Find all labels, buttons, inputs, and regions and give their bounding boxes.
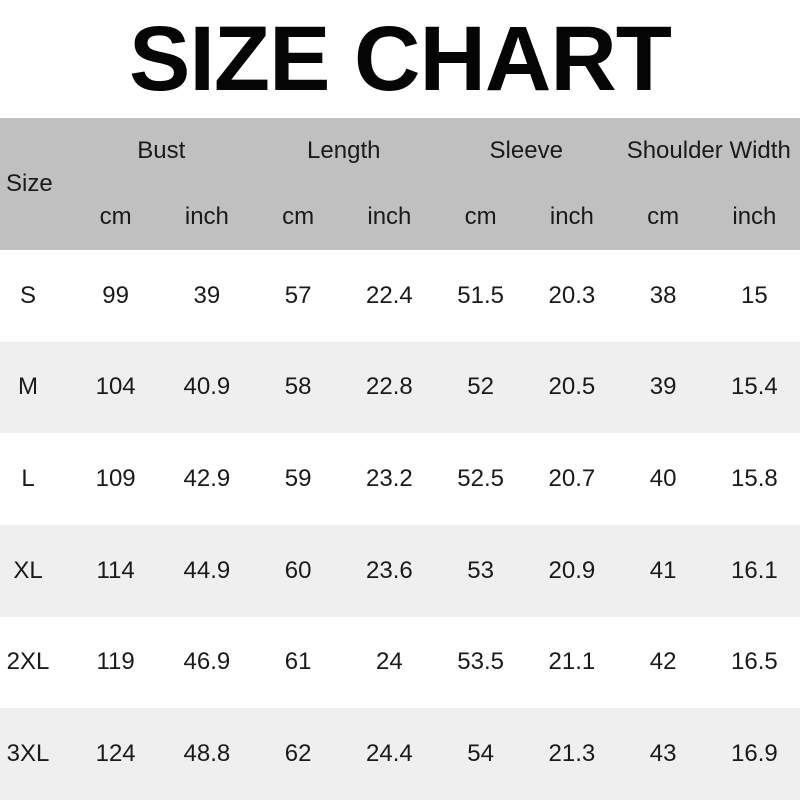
unit-header-shoulder-inch: inch [732, 203, 777, 230]
table-row: 2XL 119 46.9 61 24 53.5 21.1 42 16.5 [0, 616, 800, 709]
unit-header-sleeve-inch: inch [549, 203, 594, 230]
table-row: M 104 40.9 58 22.8 52 20.5 39 15.4 [0, 341, 800, 434]
table-cell-shoulder-cm: 42 [649, 648, 677, 676]
table-cell-shoulder-cm: 39 [649, 373, 677, 401]
table-cell-length-cm: 59 [284, 465, 312, 493]
table-cell-bust-cm: 99 [102, 281, 129, 309]
table-cell-bust-cm: 109 [95, 465, 136, 493]
unit-header-sleeve-cm: cm [464, 203, 497, 230]
table-cell-shoulder-inch: 16.5 [731, 648, 778, 676]
size-row-label: 2XL [6, 648, 50, 676]
column-group-shoulder-width: Shoulder Width [626, 137, 791, 164]
table-row: S 99 39 57 22.4 51.5 20.3 38 15 [0, 250, 800, 342]
table-cell-shoulder-cm: 41 [649, 556, 677, 584]
table-cell-sleeve-inch: 20.3 [548, 281, 596, 309]
table-row: XL 114 44.9 60 23.6 53 20.9 41 16.1 [0, 524, 800, 617]
table-cell-bust-cm: 124 [95, 740, 136, 768]
table-header: Size Bust Length Sleeve Shoulder Width c… [0, 118, 800, 250]
table-cell-bust-inch: 44.9 [183, 556, 231, 584]
table-cell-shoulder-inch: 16.9 [731, 740, 778, 768]
table-cell-shoulder-cm: 40 [649, 465, 677, 493]
table-cell-length-inch: 22.8 [366, 373, 413, 401]
unit-header-bust-inch: inch [184, 203, 229, 230]
size-row-label: 3XL [6, 740, 50, 768]
table-cell-bust-inch: 46.9 [183, 648, 231, 676]
table-cell-shoulder-cm: 43 [649, 740, 677, 768]
table-cell-length-inch: 23.2 [366, 465, 413, 493]
table-cell-length-cm: 61 [284, 648, 312, 676]
size-column-header: Size [6, 170, 53, 197]
table-cell-bust-cm: 104 [95, 373, 136, 401]
size-row-label: S [19, 281, 36, 309]
table-row: 3XL 124 48.8 62 24.4 54 21.3 43 16.9 [0, 708, 800, 800]
table-cell-sleeve-cm: 53 [467, 556, 494, 584]
table-cell-bust-cm: 114 [96, 556, 135, 584]
table-cell-length-inch: 24 [376, 648, 403, 676]
table-cell-bust-inch: 48.8 [183, 740, 231, 768]
table-cell-bust-cm: 119 [96, 648, 135, 676]
table-cell-length-inch: 22.4 [366, 281, 413, 309]
table-cell-sleeve-cm: 53.5 [457, 648, 504, 676]
table-cell-sleeve-cm: 52 [467, 373, 494, 401]
table-cell-bust-inch: 40.9 [183, 373, 231, 401]
size-row-label: L [21, 465, 35, 493]
table-cell-sleeve-cm: 52.5 [457, 465, 504, 493]
table-cell-shoulder-inch: 15.4 [731, 373, 778, 401]
table-cell-sleeve-inch: 21.3 [548, 740, 596, 768]
size-row-label: M [18, 373, 38, 401]
table-cell-shoulder-inch: 15 [741, 281, 768, 309]
table-cell-sleeve-inch: 21.1 [548, 648, 596, 676]
table-cell-length-cm: 62 [284, 740, 312, 768]
table-cell-sleeve-inch: 20.5 [548, 373, 596, 401]
table-cell-shoulder-cm: 38 [649, 281, 677, 309]
table-cell-length-inch: 23.6 [366, 556, 413, 584]
table-cell-length-cm: 57 [284, 281, 312, 309]
column-group-length: Length [307, 137, 381, 164]
table-cell-bust-inch: 42.9 [183, 465, 231, 493]
column-group-sleeve: Sleeve [489, 137, 563, 164]
table-row: L 109 42.9 59 23.2 52.5 20.7 40 15.8 [0, 433, 800, 525]
table-body: S 99 39 57 22.4 51.5 20.3 38 15 M 104 40… [0, 250, 800, 800]
table-cell-sleeve-cm: 51.5 [457, 281, 504, 309]
size-row-label: XL [13, 556, 43, 584]
unit-header-shoulder-cm: cm [647, 203, 680, 230]
table-cell-length-inch: 24.4 [366, 740, 413, 768]
table-cell-sleeve-inch: 20.7 [548, 465, 596, 493]
column-group-bust: Bust [137, 137, 186, 164]
table-cell-shoulder-inch: 15.8 [731, 465, 778, 493]
unit-header-bust-cm: cm [99, 203, 132, 230]
page-title: SIZE CHART [129, 8, 672, 110]
table-cell-length-cm: 58 [284, 373, 312, 401]
unit-header-length-cm: cm [282, 203, 315, 230]
unit-header-length-inch: inch [367, 203, 412, 230]
table-cell-length-cm: 60 [284, 556, 312, 584]
table-cell-sleeve-inch: 20.9 [548, 556, 596, 584]
title-band: SIZE CHART [0, 0, 800, 118]
table-cell-shoulder-inch: 16.1 [731, 556, 778, 584]
table-cell-bust-inch: 39 [193, 281, 221, 309]
table-cell-sleeve-cm: 54 [467, 740, 494, 768]
